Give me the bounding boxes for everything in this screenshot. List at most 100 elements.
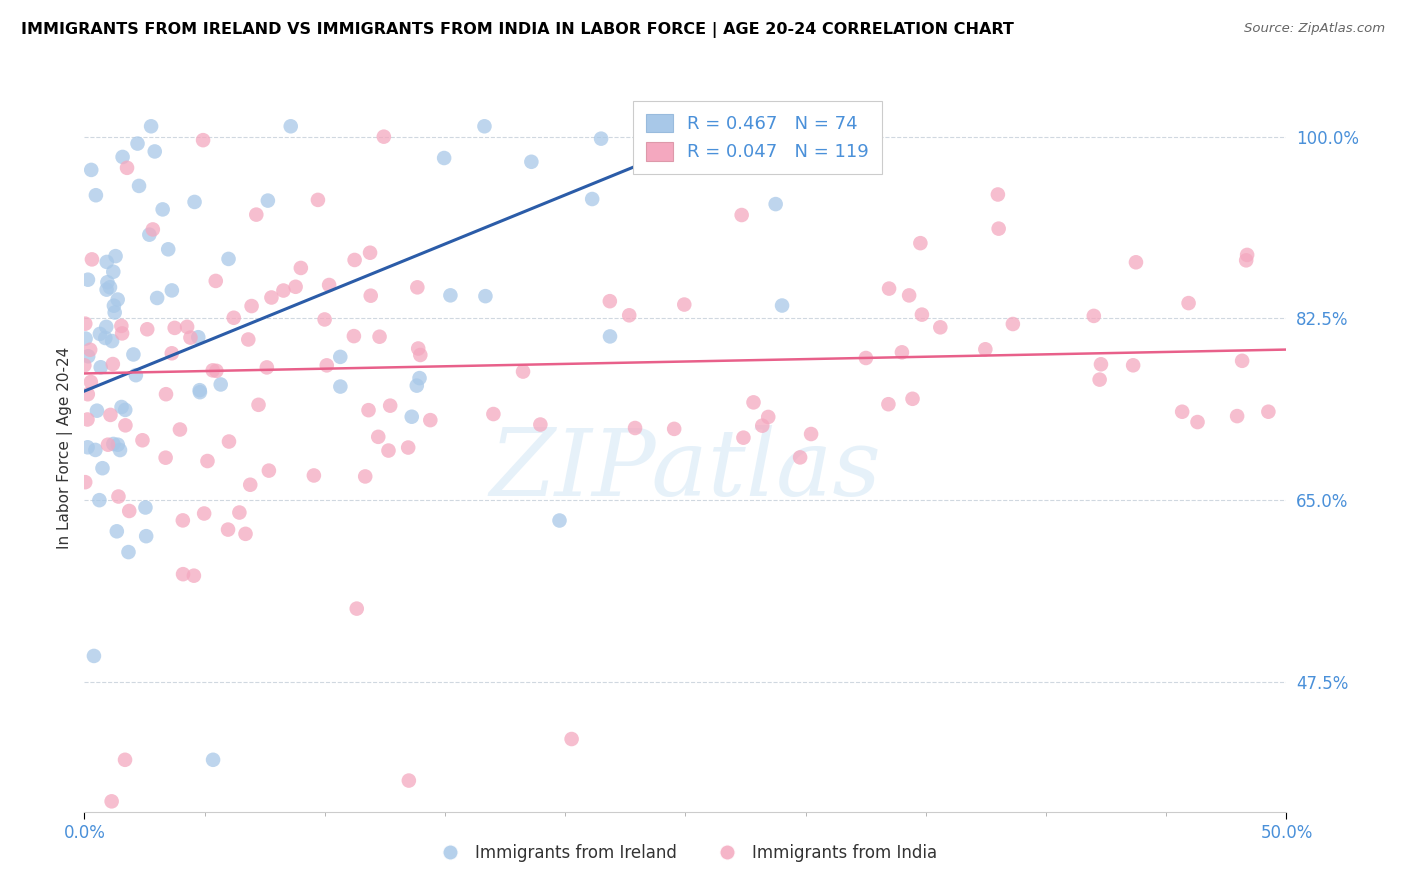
Point: [405, 378, 427, 392]
Point: [561, 731, 583, 746]
Point: [110, 400, 132, 414]
Point: [101, 334, 124, 348]
Point: [1171, 405, 1194, 419]
Point: [692, 120, 714, 134]
Point: [89, 326, 111, 341]
Point: [100, 794, 122, 808]
Point: [329, 379, 352, 393]
Point: [800, 427, 823, 442]
Point: [662, 422, 685, 436]
Point: [1122, 359, 1144, 373]
Point: [80, 375, 103, 389]
Point: [742, 395, 765, 409]
Point: [855, 351, 877, 365]
Point: [733, 431, 755, 445]
Point: [139, 120, 162, 134]
Point: [240, 299, 263, 313]
Point: [329, 350, 352, 364]
Point: [107, 293, 129, 307]
Point: [1226, 409, 1249, 423]
Point: [79, 343, 101, 357]
Point: [419, 413, 441, 427]
Point: [284, 280, 307, 294]
Point: [619, 308, 641, 322]
Y-axis label: In Labor Force | Age 20-24: In Labor Force | Age 20-24: [58, 347, 73, 549]
Point: [96, 255, 118, 269]
Point: [228, 506, 250, 520]
Text: Source: ZipAtlas.com: Source: ZipAtlas.com: [1244, 22, 1385, 36]
Point: [218, 252, 240, 266]
Point: [1083, 309, 1105, 323]
Point: [398, 773, 420, 788]
Point: [128, 178, 150, 193]
Point: [84, 188, 107, 202]
Point: [1088, 373, 1111, 387]
Point: [80, 162, 103, 177]
Point: [155, 450, 177, 465]
Point: [103, 437, 125, 451]
Point: [91, 461, 114, 475]
Point: [591, 131, 613, 145]
Point: [143, 145, 166, 159]
Point: [377, 443, 399, 458]
Point: [104, 305, 127, 319]
Point: [380, 399, 402, 413]
Point: [75, 317, 97, 331]
Point: [474, 289, 496, 303]
Point: [1234, 253, 1257, 268]
Point: [103, 265, 125, 279]
Point: [76, 387, 98, 401]
Point: [529, 417, 551, 432]
Point: [482, 407, 505, 421]
Point: [280, 120, 302, 134]
Point: [76, 412, 98, 426]
Point: [256, 360, 278, 375]
Point: [273, 284, 295, 298]
Point: [409, 348, 432, 362]
Point: [179, 330, 201, 344]
Point: [107, 438, 129, 452]
Point: [624, 421, 647, 435]
Point: [138, 227, 160, 242]
Point: [169, 423, 191, 437]
Point: [103, 299, 125, 313]
Point: [83, 648, 105, 663]
Point: [368, 329, 391, 343]
Point: [765, 197, 787, 211]
Point: [122, 347, 145, 361]
Point: [209, 377, 232, 392]
Point: [1125, 255, 1147, 269]
Point: [307, 193, 329, 207]
Legend: Immigrants from Ireland, Immigrants from India: Immigrants from Ireland, Immigrants from…: [427, 838, 943, 869]
Point: [197, 454, 219, 468]
Point: [205, 364, 228, 378]
Point: [1187, 415, 1209, 429]
Point: [1230, 354, 1253, 368]
Point: [408, 371, 430, 385]
Point: [911, 308, 934, 322]
Point: [75, 475, 97, 490]
Point: [1001, 317, 1024, 331]
Point: [401, 409, 423, 424]
Point: [146, 291, 169, 305]
Point: [245, 208, 267, 222]
Point: [172, 513, 194, 527]
Point: [135, 529, 157, 543]
Point: [599, 329, 621, 343]
Point: [910, 236, 932, 251]
Point: [160, 346, 183, 360]
Point: [77, 273, 100, 287]
Point: [96, 283, 118, 297]
Point: [360, 288, 382, 302]
Point: [127, 136, 149, 151]
Point: [987, 187, 1010, 202]
Point: [314, 312, 336, 326]
Point: [396, 441, 419, 455]
Point: [929, 320, 952, 334]
Point: [98, 280, 121, 294]
Point: [260, 291, 283, 305]
Point: [512, 365, 534, 379]
Point: [110, 318, 132, 333]
Point: [673, 297, 696, 311]
Point: [136, 322, 159, 336]
